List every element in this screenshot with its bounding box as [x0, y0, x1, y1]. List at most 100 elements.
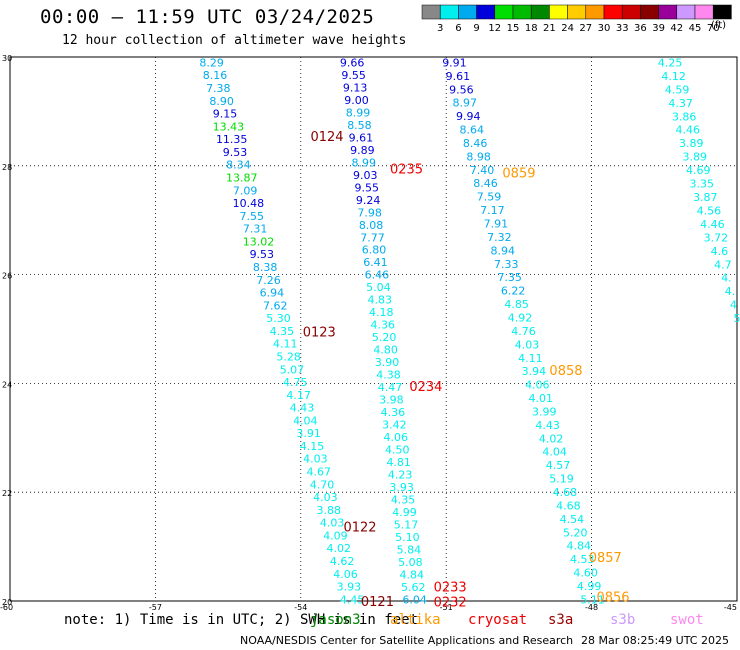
wave-height-label: 5.11	[580, 593, 605, 606]
scale-label: 15	[507, 23, 520, 34]
wave-height-label: 5.07	[280, 363, 305, 376]
wave-height-label: 4.02	[539, 432, 564, 445]
scale-label: 3	[437, 23, 443, 34]
wave-height-label: 4.99	[392, 506, 417, 519]
x-tick-label: -60	[0, 603, 13, 612]
y-tick-label: 22	[2, 489, 12, 498]
x-tick-label: -48	[585, 603, 598, 612]
wave-height-label: 4.25	[658, 56, 683, 69]
wave-height-label: 9.55	[354, 181, 379, 194]
wave-height-label: 5	[734, 312, 740, 325]
scale-label: 18	[525, 23, 538, 34]
scale-swatch	[512, 4, 532, 20]
wave-height-label: 8.34	[226, 159, 251, 172]
legend-altika: altika	[390, 612, 441, 628]
wave-height-label: 4.11	[273, 338, 298, 351]
scale-swatch	[439, 4, 459, 20]
wave-height-label: 4.45	[340, 593, 365, 606]
wave-height-label: 4.75	[283, 376, 308, 389]
wave-height-label: 4.6	[711, 245, 729, 258]
wave-height-label: 4.12	[661, 70, 686, 83]
y-tick-label: 30	[2, 54, 12, 63]
wave-height-label: 4.85	[504, 298, 529, 311]
wave-height-label: 8.08	[359, 219, 384, 232]
wave-height-label: 8.99	[352, 156, 377, 169]
wave-height-label: 4.18	[369, 306, 394, 319]
wave-height-label: 8.38	[253, 261, 278, 274]
wave-height-label: 9.61	[446, 70, 471, 83]
wave-height-label: 4.68	[553, 486, 578, 499]
wave-height-label: 7.98	[357, 206, 382, 219]
wave-height-label: 5.20	[372, 331, 397, 344]
scale-swatch	[694, 4, 714, 20]
wave-height-label: 5.10	[395, 531, 420, 544]
wave-height-label: 4.03	[303, 453, 328, 466]
wave-height-label: 3.94	[522, 365, 547, 378]
wave-height-label: 5.30	[266, 312, 291, 325]
wave-height-label: 5.08	[398, 556, 423, 569]
scale-label: 45	[689, 23, 702, 34]
scale-label: 42	[670, 23, 683, 34]
wave-height-label: 9.91	[442, 56, 467, 69]
wave-height-label: 5.28	[276, 350, 301, 363]
wave-height-label: 9.66	[340, 56, 365, 69]
wave-height-label: 7.17	[480, 204, 505, 217]
scale-swatch	[658, 4, 678, 20]
scale-label: 12	[488, 23, 501, 34]
scale-swatch	[585, 4, 605, 20]
wave-height-label: 9.89	[350, 144, 375, 157]
wave-height-label: 4.	[725, 285, 736, 298]
x-tick-label: -45	[724, 603, 737, 612]
x-tick-label: -57	[149, 603, 162, 612]
generated-timestamp: 28 Mar 08:25:49 UTC 2025	[581, 634, 729, 647]
wave-height-label: 9.15	[213, 108, 238, 121]
wave-height-label: 9.03	[353, 169, 378, 182]
wave-height-label: 4.43	[290, 402, 315, 415]
wave-height-label: 4.47	[378, 381, 403, 394]
wave-height-label: 4.04	[542, 446, 567, 459]
pass-time-label: 0121	[361, 595, 394, 610]
wave-height-label: 3.93	[337, 581, 362, 594]
wave-height-label: 9.53	[250, 248, 275, 261]
pass-time-label: 0234	[409, 380, 442, 395]
wave-height-label: 7.59	[477, 191, 502, 204]
scale-label: 36	[634, 23, 647, 34]
scale-unit: (ft)	[711, 20, 727, 31]
wave-height-label: 9.56	[449, 83, 474, 96]
wave-height-label: 3.35	[690, 178, 715, 191]
wave-height-label: 4.36	[370, 319, 395, 332]
wave-height-label: 3.42	[382, 419, 407, 432]
pass-time-label: 0858	[549, 364, 582, 379]
wave-height-label: 3.98	[379, 394, 404, 407]
wave-height-label: 4.7	[714, 258, 732, 271]
wave-height-label: 6.22	[501, 285, 526, 298]
wave-height-label: 4.01	[529, 392, 554, 405]
wave-height-label: 4.15	[300, 440, 325, 453]
wave-height-label: 4.62	[330, 555, 355, 568]
wave-height-label: 7.62	[263, 299, 288, 312]
x-tick-label: -51	[440, 603, 453, 612]
wave-height-label: 7.33	[494, 258, 519, 271]
y-tick-label: 28	[2, 163, 12, 172]
page-title: 00:00 – 11:59 UTC 03/24/2025	[40, 6, 375, 28]
y-tick-label: 26	[2, 272, 12, 281]
pass-time-label: 0857	[589, 551, 622, 566]
wave-height-label: 8.90	[209, 95, 234, 108]
wave-height-label: 4	[730, 299, 737, 312]
wave-height-label: 4.06	[384, 431, 409, 444]
wave-height-label: 4.06	[333, 568, 358, 581]
wave-height-label: 4.80	[373, 344, 398, 357]
wave-height-label: 3.72	[704, 231, 729, 244]
wave-height-label: 4.46	[700, 218, 725, 231]
wave-height-label: 4.03	[320, 517, 345, 530]
wave-height-label: 6.94	[260, 287, 285, 300]
legend-cryosat: cryosat	[468, 612, 528, 628]
wave-height-label: 4.46	[675, 124, 700, 137]
satellite-tracks: 8.298.167.388.909.1513.4311.359.538.3413…	[199, 56, 740, 606]
wave-height-label: 9.55	[341, 69, 366, 82]
wave-height-label: 4.	[721, 272, 732, 285]
pass-time-label: 0235	[390, 163, 423, 178]
wave-height-label: 10.48	[233, 197, 265, 210]
wave-height-label: 7.32	[487, 231, 512, 244]
